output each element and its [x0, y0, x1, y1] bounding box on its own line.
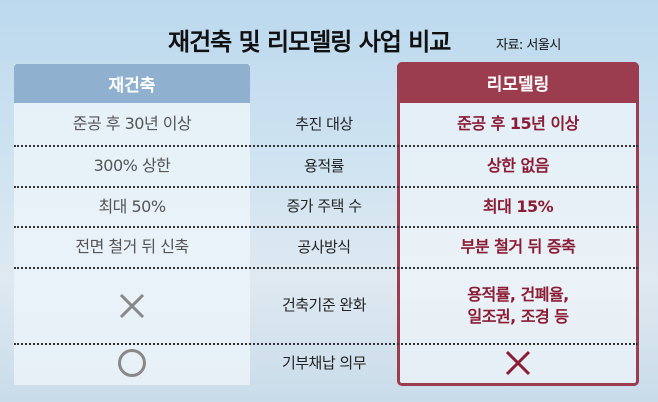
reconstruction-value: 최대 50%: [98, 196, 166, 216]
remodeling-header: 리모델링: [397, 62, 639, 103]
table-row: 건축기준 완화 용적률, 건폐율, 일조권, 조경 등: [14, 268, 638, 343]
divider: [14, 343, 638, 345]
table-row: 최대 50% 증가 주택 수 최대 15%: [14, 187, 638, 226]
source: 자료: 서울시: [496, 38, 561, 53]
row-label: 증가 주택 수: [286, 197, 362, 216]
divider: [14, 226, 638, 228]
x-mark-icon: [398, 344, 638, 382]
row-label: 건축기준 완화: [281, 296, 367, 315]
circle-icon: [14, 344, 250, 382]
row-label: 용적률: [304, 156, 344, 175]
reconstruction-header: 재건축: [14, 64, 250, 103]
table-row: 기부채납 의무: [14, 344, 638, 382]
remodeling-value: 용적률, 건폐율, 일조권, 조경 등: [467, 284, 569, 326]
x-mark-icon: [14, 268, 250, 343]
divider: [14, 267, 638, 269]
reconstruction-column: [14, 64, 250, 385]
divider: [14, 145, 638, 147]
table-row: 준공 후 30년 이상 추진 대상 준공 후 15년 이상: [14, 103, 638, 145]
row-label: 기부채납 의무: [281, 353, 367, 372]
remodeling-column: [397, 62, 639, 386]
remodeling-value: 준공 후 15년 이상: [457, 114, 579, 134]
reconstruction-value: 준공 후 30년 이상: [72, 114, 192, 134]
reconstruction-value: 300% 상한: [93, 156, 171, 176]
table-row: 전면 철거 뒤 신축 공사방식 부분 철거 뒤 증축: [14, 227, 638, 267]
row-label: 추진 대상: [295, 114, 353, 133]
divider: [14, 186, 638, 188]
remodeling-value: 부분 철거 뒤 증축: [460, 237, 576, 257]
table-row: 300% 상한 용적률 상한 없음: [14, 146, 638, 186]
remodeling-value: 상한 없음: [487, 156, 549, 176]
remodeling-value: 최대 15%: [482, 196, 554, 216]
title: 재건축 및 리모델링 사업 비교: [168, 28, 451, 56]
row-label: 공사방식: [297, 237, 351, 256]
reconstruction-value: 전면 철거 뒤 신축: [75, 237, 189, 257]
